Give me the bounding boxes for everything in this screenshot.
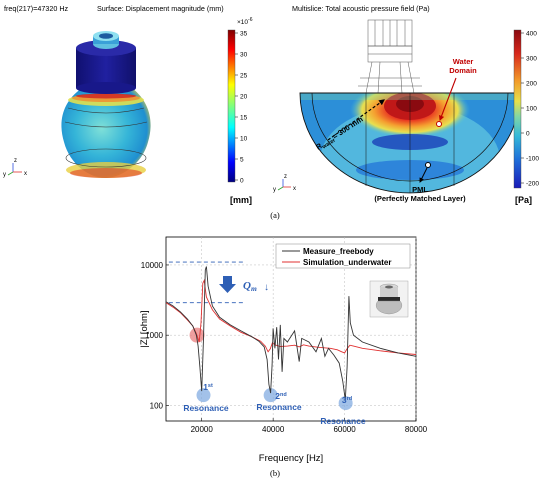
colorbar-tick-label: 0: [526, 130, 530, 137]
colorbar-tick-label: 200: [526, 80, 537, 87]
triad-right-x-label: x: [293, 186, 296, 192]
colorbar-pressure-ticks: 400 300 200 100 0 -100 -200: [521, 30, 539, 187]
triad-right-y-label: y: [273, 187, 276, 193]
x-tick-label: 40000: [262, 425, 285, 434]
axes-triad-left: z y x: [3, 158, 27, 178]
x-tick-label: 60000: [333, 425, 356, 434]
y-tick-label: 100: [150, 401, 164, 410]
series-line-simulation: [166, 279, 416, 355]
resonance-markers: [189, 327, 353, 411]
resonance-order: 3rd: [342, 395, 352, 405]
legend-label-simulation: Simulation_underwater: [303, 258, 391, 267]
x-tick-labels: 20000 40000 60000 80000: [191, 418, 428, 434]
colorbar-pressure: 400 300 200 100 0 -100 -200 [Pa]: [513, 29, 539, 205]
qm-annotation: Qm ↓: [219, 276, 269, 293]
x-axis-label: Frequency [Hz]: [259, 453, 323, 464]
transducer-displacement-model: [61, 31, 151, 178]
chart-legend: Measure_freebody Simulation_underwater: [275, 243, 411, 269]
right-title: Multislice: Total acoustic pressure fiel…: [292, 4, 430, 13]
legend-label-measure: Measure_freebody: [303, 247, 374, 256]
series-line-measure: [166, 266, 416, 400]
pml-label-2: (Perfectly Matched Layer): [374, 194, 466, 203]
svg-text:Qm: Qm: [243, 280, 257, 293]
triad-x-label: x: [24, 171, 27, 177]
colorbar-tick-label: -100: [526, 155, 539, 162]
resonance-order: 2nd: [275, 391, 286, 401]
svg-text:×10-6: ×10-6: [237, 17, 253, 26]
y-axis-label: |Z| [ohm]: [139, 310, 150, 347]
resonance-label: Resonance: [320, 416, 366, 426]
left-title-surface: Surface: Displacement magnitude (mm): [97, 4, 224, 13]
transducer-wireframe: [358, 19, 422, 94]
colorbar-displacement-ticks: 35 30 25 20 15 10 5 0: [235, 30, 248, 184]
colorbar-tick-label: -200: [526, 180, 539, 187]
resonance-marker: [263, 388, 278, 403]
colorbar-tick-label: 25: [240, 72, 248, 79]
resonance-label: Resonance: [183, 403, 229, 413]
colorbar-tick-label: 30: [240, 51, 248, 58]
colorbar-tick-label: 20: [240, 93, 248, 100]
resonance-marker: [338, 396, 353, 411]
colorbar-exponent: ×10: [237, 19, 248, 26]
qm-dashed-lines: [168, 261, 245, 304]
pml-annotation: PML (Perfectly Matched Layer): [374, 162, 466, 203]
x-tick-label: 80000: [405, 425, 428, 434]
colorbar-displacement-unit: [mm]: [230, 195, 252, 205]
qm-arrow: ↓: [264, 282, 269, 293]
y-tick-label: 1000: [145, 331, 163, 340]
y-tick-label: 10000: [141, 261, 164, 270]
x-tick-label: 20000: [191, 425, 214, 434]
colorbar-tick-label: 5: [240, 156, 244, 163]
y-tick-labels: 100 1000 10000: [141, 261, 169, 410]
water-domain-label-1: Water: [453, 57, 474, 66]
caption-b: (b): [270, 468, 280, 478]
colorbar-tick-label: 15: [240, 114, 248, 121]
triad-right-z-label: z: [284, 174, 287, 180]
water-domain-label-2: Domain: [449, 66, 477, 75]
pml-label-1: PML: [412, 185, 428, 194]
panel-a-right: Multislice: Total acoustic pressure fiel…: [273, 4, 539, 205]
panel-a-left: freq(217)=47320 Hz Surface: Displacement…: [3, 4, 253, 205]
caption-a: (a): [270, 210, 280, 220]
colorbar-tick-label: 100: [526, 105, 537, 112]
axes-triad-right: z y x: [273, 174, 296, 193]
colorbar-tick-label: 35: [240, 30, 248, 37]
colorbar-tick-label: 400: [526, 30, 537, 37]
radius-symbol: R: [314, 141, 324, 152]
colorbar-tick-label: 0: [240, 177, 244, 184]
resonance-label: Resonance: [256, 402, 302, 412]
left-title-freq: freq(217)=47320 Hz: [4, 4, 69, 13]
qm-subscript: m: [251, 284, 257, 293]
colorbar-displacement: ×10-6 35 30 25 20 15 10 5 0 [mm]: [227, 17, 253, 205]
triad-z-label: z: [14, 158, 17, 164]
colorbar-pressure-unit: [Pa]: [515, 195, 532, 205]
water-domain-annotation: Water Domain: [436, 57, 477, 127]
qm-symbol: Q: [243, 280, 251, 292]
colorbar-tick-label: 10: [240, 135, 248, 142]
colorbar-exponent-power: -6: [248, 17, 253, 23]
colorbar-tick-label: 300: [526, 55, 537, 62]
resonance-order: 1st: [203, 382, 213, 392]
triad-y-label: y: [3, 172, 6, 178]
impedance-chart: 20000 40000 60000 80000 100 1000 10000 Freque…: [139, 236, 428, 464]
transducer-photo-inset: [369, 280, 409, 318]
resonance-marker: [196, 388, 211, 403]
